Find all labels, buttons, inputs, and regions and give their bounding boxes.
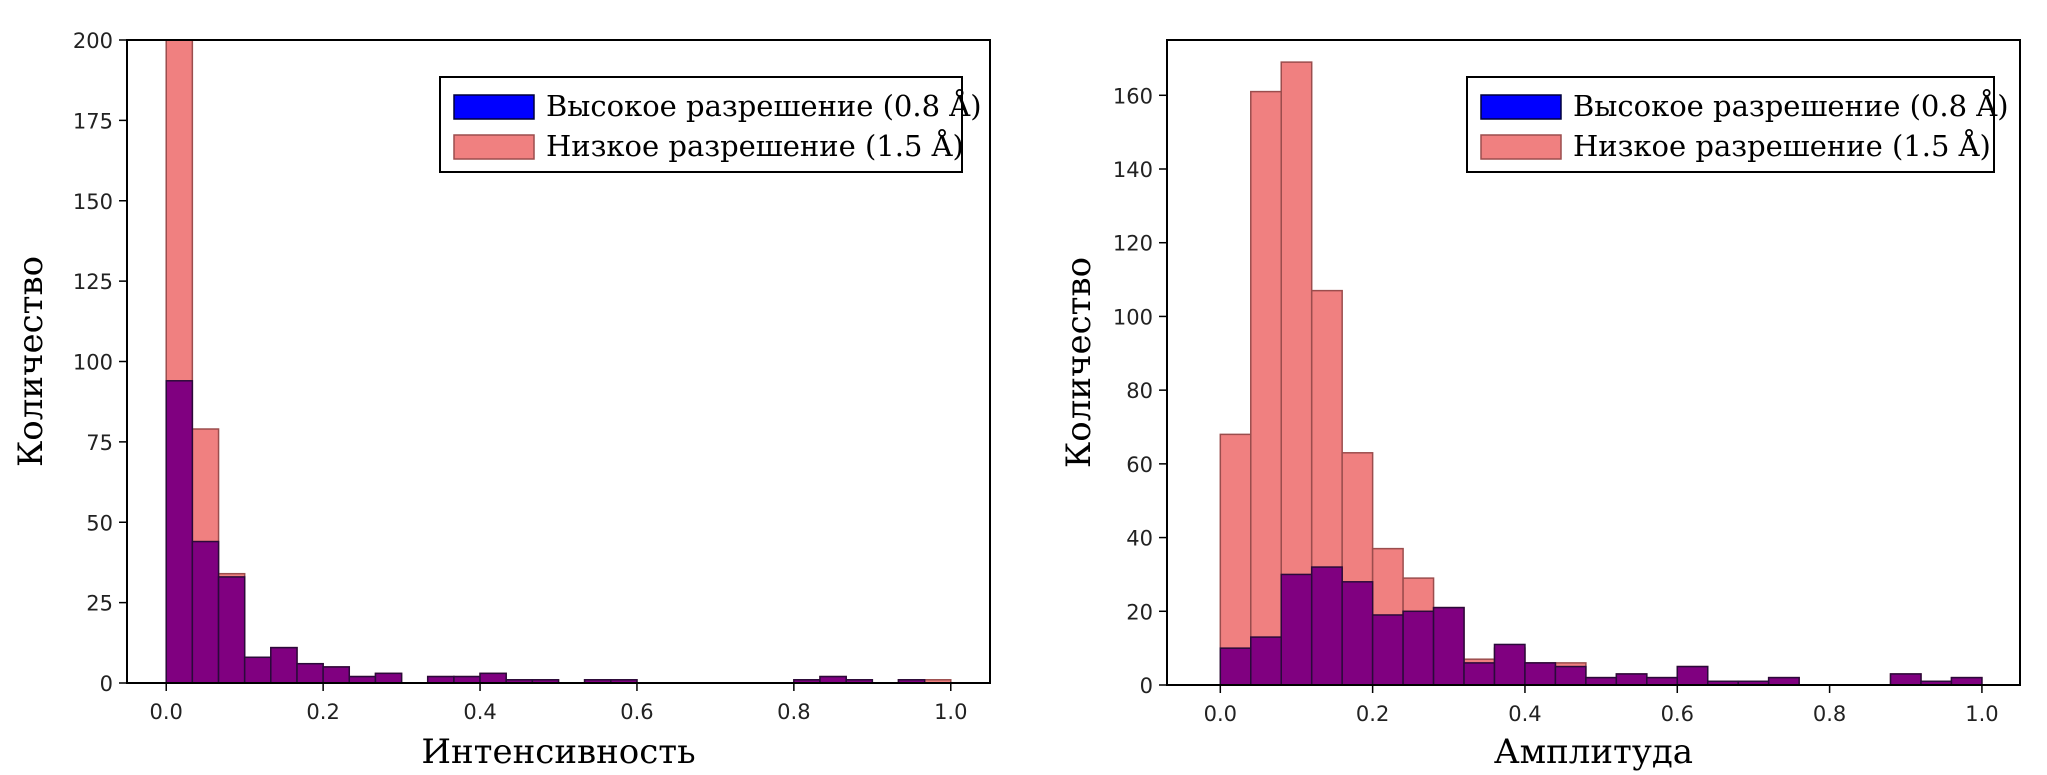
- y-tick-label: 140: [1113, 158, 1153, 182]
- x-tick-label: 0.6: [1661, 702, 1694, 726]
- y-tick-label: 80: [1126, 379, 1153, 403]
- x-tick-label: 1.0: [934, 700, 967, 724]
- bar-high-res: [1432, 606, 1465, 686]
- bar-high-res: [296, 662, 324, 684]
- y-tick-label: 120: [1113, 232, 1153, 256]
- bar-high-res: [1676, 665, 1709, 686]
- legend-label: Низкое разрешение (1.5 Å): [546, 128, 964, 163]
- x-tick-label: 0.4: [1508, 702, 1541, 726]
- bar-high-res: [1554, 665, 1587, 686]
- x-tick-label: 0.4: [463, 700, 496, 724]
- y-tick-label: 20: [1126, 600, 1153, 624]
- bar-high-res: [1524, 662, 1557, 686]
- bar-high-res: [191, 540, 220, 684]
- bar-low-res: [1250, 90, 1282, 686]
- x-tick-label: 0.2: [1356, 702, 1389, 726]
- bar-high-res: [243, 656, 272, 684]
- bar-high-res: [1219, 647, 1252, 686]
- y-tick-label: 100: [73, 351, 113, 375]
- y-tick-label: 40: [1126, 527, 1153, 551]
- bar-high-res: [1280, 573, 1313, 686]
- legend-label: Высокое разрешение (0.8 Å): [546, 88, 982, 123]
- bar-high-res: [479, 672, 507, 684]
- bar-high-res: [1585, 676, 1618, 686]
- x-tick-label: 0.0: [1204, 702, 1237, 726]
- bar-high-res: [374, 672, 403, 684]
- bar-high-res: [1646, 676, 1679, 686]
- chart-panel-1: 0.0 0.2 0.4 0.6 0.8 1.0 0 25 50 75 100 125 150 175 200…: [11, 29, 991, 772]
- axes-frame: [1166, 39, 2021, 686]
- bar-high-res: [1250, 636, 1282, 686]
- x-tick-label: 0.0: [150, 700, 183, 724]
- bar-high-res: [1310, 566, 1343, 686]
- x-tick-label: 0.2: [306, 700, 339, 724]
- y-tick-label: 75: [86, 431, 113, 455]
- bar-high-res: [322, 666, 351, 684]
- legend: Высокое разрешение (0.8 Å) Низкое разреше…: [1466, 76, 2009, 173]
- bar-high-res: [1402, 610, 1435, 686]
- x-tick-label: 1.0: [1965, 702, 1998, 726]
- y-tick-label: 0: [1140, 674, 1153, 698]
- bar-high-res: [1493, 643, 1526, 686]
- x-tick-label: 0.8: [777, 700, 810, 724]
- bar-high-res: [1767, 676, 1800, 686]
- legend-label: Низкое разрешение (1.5 Å): [1573, 128, 1991, 163]
- legend-swatch: [1480, 94, 1562, 120]
- bar-high-res: [1615, 673, 1648, 686]
- y-tick-label: 150: [73, 190, 113, 214]
- y-tick-label: 60: [1126, 453, 1153, 477]
- bar-high-res: [270, 646, 298, 684]
- y-tick-label: 125: [73, 270, 113, 294]
- bar-high-res: [1341, 581, 1374, 686]
- bar-high-res: [1889, 673, 1922, 686]
- bar-high-res: [1950, 676, 1983, 686]
- y-axis-label: Количество: [11, 256, 51, 467]
- y-axis-label: Количество: [1059, 257, 1099, 468]
- bar-high-res: [217, 576, 246, 684]
- y-tick-label: 160: [1113, 84, 1153, 108]
- y-tick-label: 50: [86, 511, 113, 535]
- x-axis-label: Амплитуда: [1494, 732, 1693, 772]
- x-tick-label: 0.6: [620, 700, 653, 724]
- y-tick-label: 100: [1113, 305, 1153, 329]
- bar-high-res: [165, 380, 194, 684]
- legend-swatch: [453, 134, 535, 160]
- legend-label: Высокое разрешение (0.8 Å): [1573, 88, 2009, 123]
- legend-swatch: [453, 94, 535, 120]
- y-tick-label: 25: [86, 592, 113, 616]
- chart-panel-2: 0.0 0.2 0.4 0.6 0.8 1.0 0 20 40 60 80 100 120 140 160 А…: [1059, 39, 2021, 772]
- legend-swatch: [1480, 134, 1562, 160]
- bar-high-res: [1463, 662, 1496, 686]
- y-tick-label: 175: [73, 109, 113, 133]
- y-tick-label: 0: [100, 672, 113, 696]
- x-tick-label: 0.8: [1813, 702, 1846, 726]
- y-tick-label: 200: [73, 29, 113, 53]
- x-axis-label: Интенсивность: [421, 732, 695, 772]
- bar-high-res: [1371, 614, 1404, 686]
- legend: Высокое разрешение (0.8 Å) Низкое разреше…: [439, 76, 982, 173]
